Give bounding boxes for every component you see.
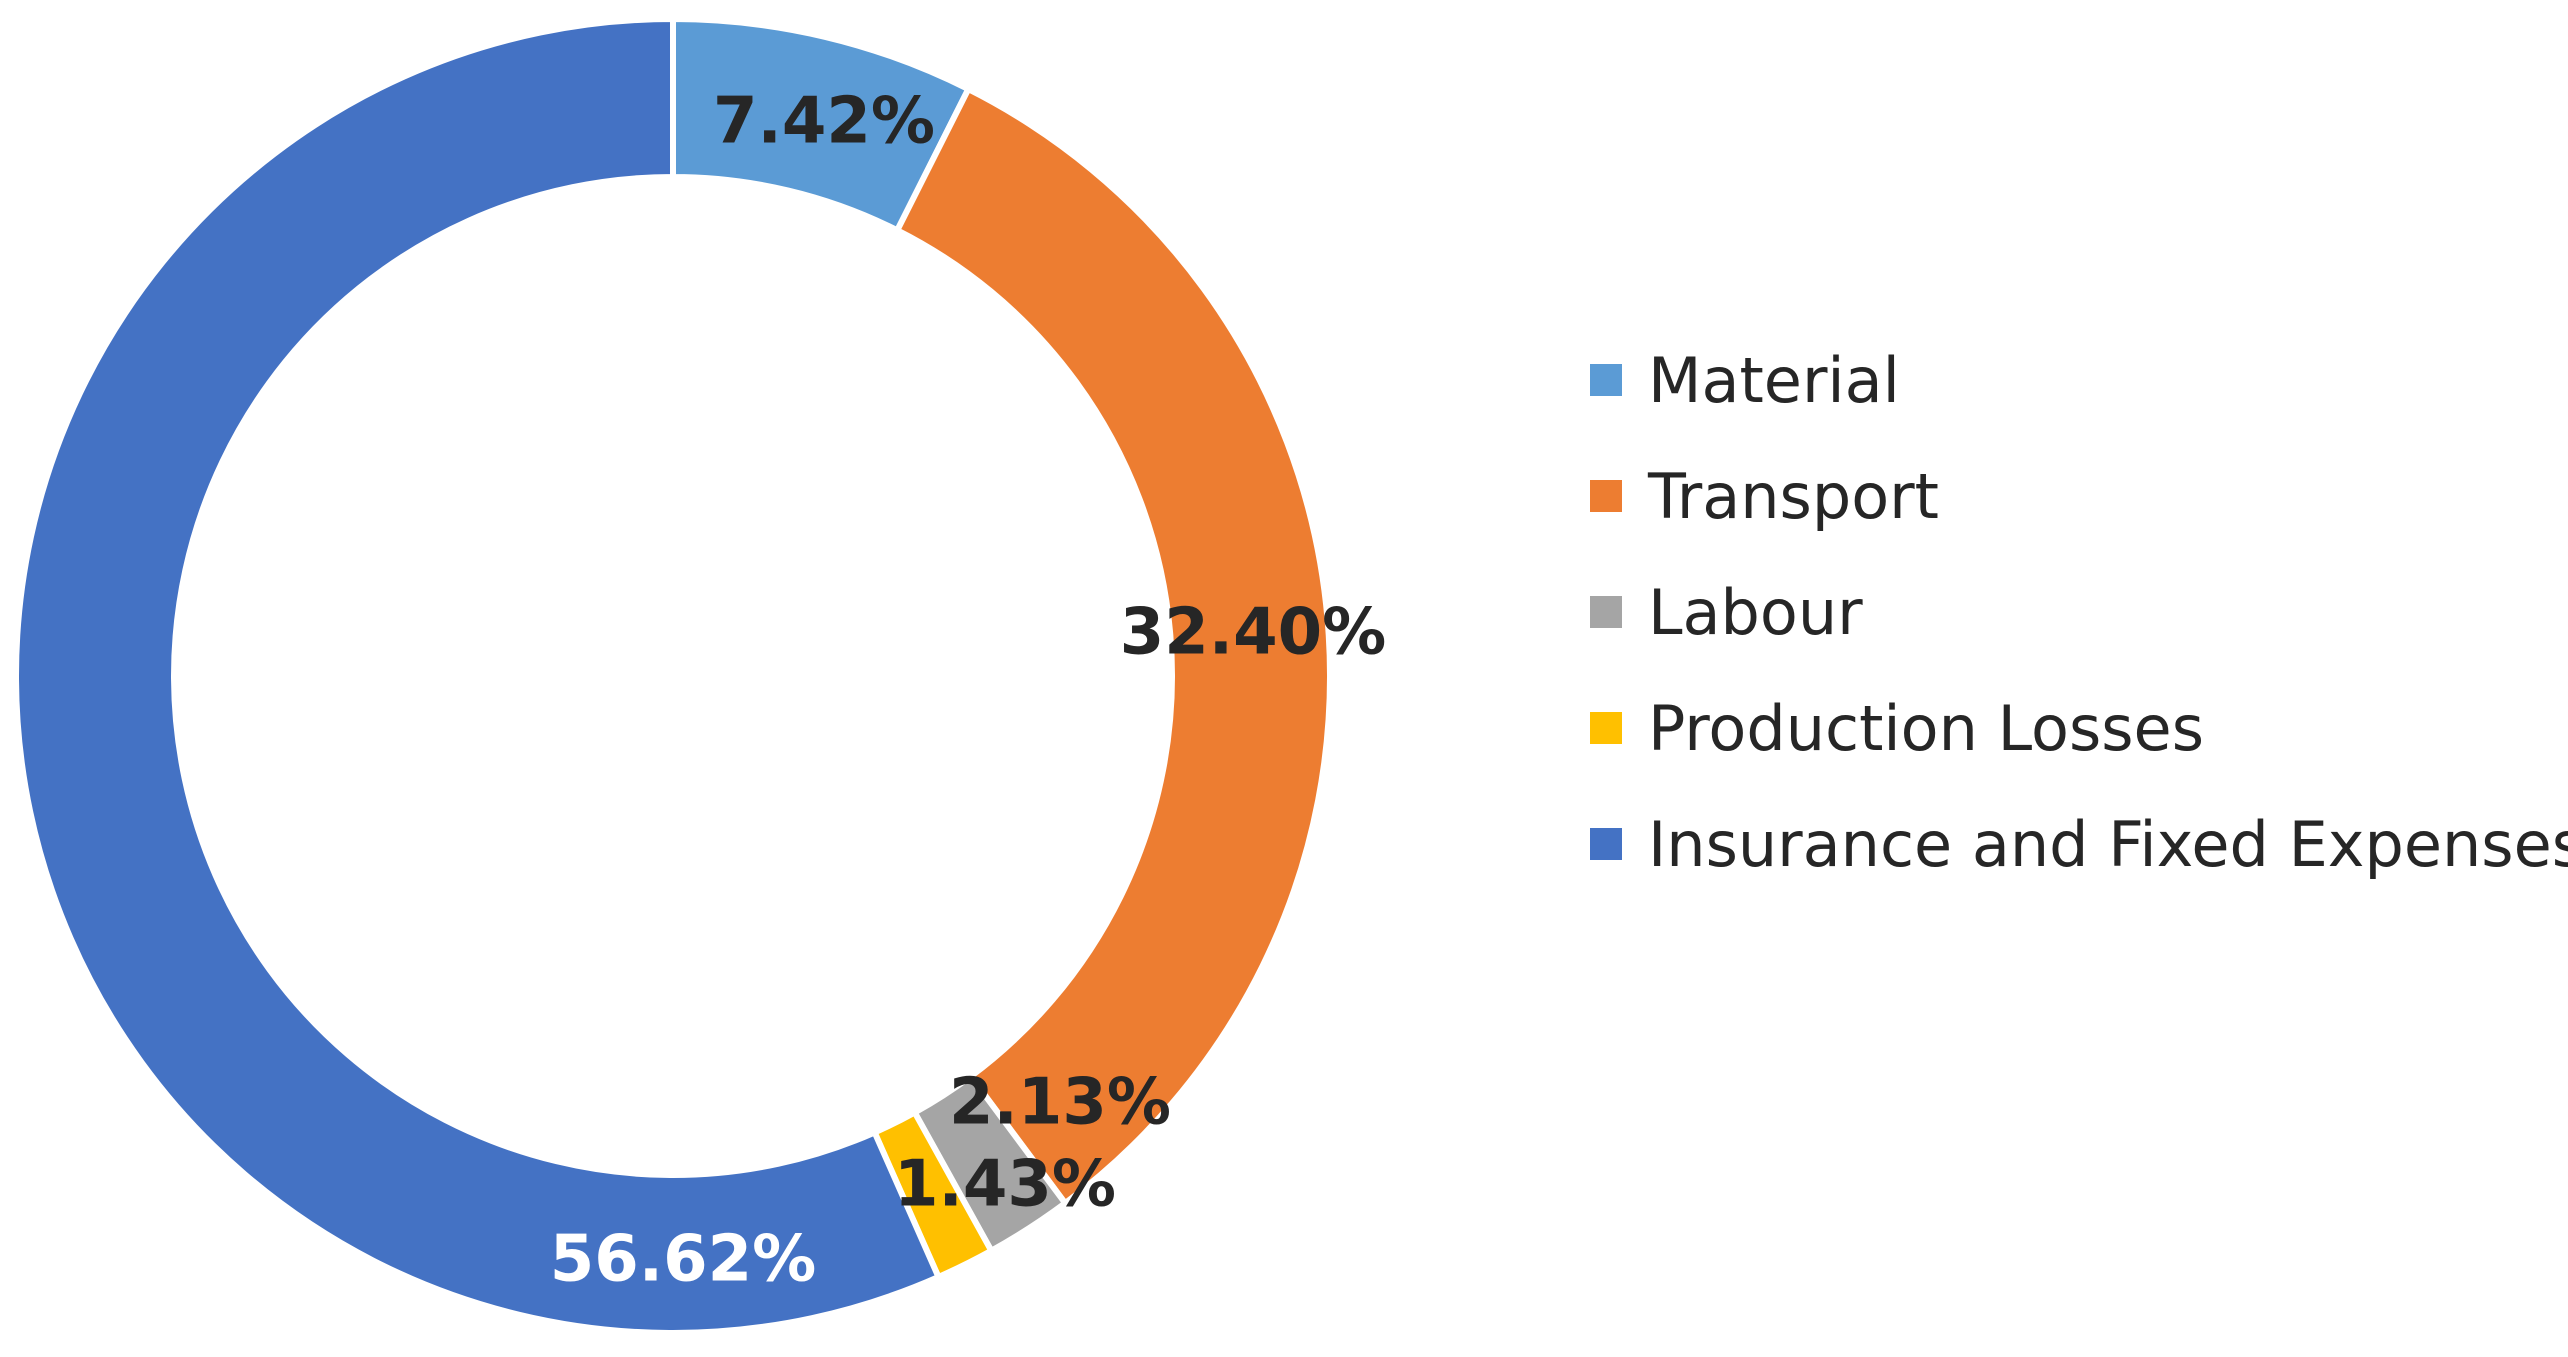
legend-item-material: Material	[1590, 322, 2568, 438]
legend-swatch-transport	[1590, 480, 1622, 512]
legend-item-insurance-fixed-expenses: Insurance and Fixed Expenses	[1590, 786, 2568, 902]
legend-item-labour: Labour	[1590, 554, 2568, 670]
slice-transport	[894, 86, 1333, 1207]
legend: Material Transport Labour Production Los…	[1590, 322, 2568, 902]
legend-label-labour: Labour	[1648, 575, 1863, 649]
legend-label-insurance-fixed-expenses: Insurance and Fixed Expenses	[1648, 807, 2568, 881]
slice-insurance-and-fixed-expenses	[13, 16, 942, 1336]
legend-label-production-losses: Production Losses	[1648, 691, 2205, 765]
data-labels: 7.42% 32.40% 2.13% 1.43% 56.62%	[550, 85, 1387, 1297]
data-label-transport: 32.40%	[1120, 596, 1387, 670]
data-label-material: 7.42%	[713, 85, 935, 159]
legend-label-transport: Transport	[1648, 459, 1939, 533]
legend-label-material: Material	[1648, 343, 1900, 417]
legend-swatch-material	[1590, 364, 1622, 396]
data-label-production-losses: 1.43%	[894, 1148, 1116, 1222]
data-label-insurance-and-fixed-expenses: 56.62%	[550, 1223, 817, 1297]
donut-slices	[13, 16, 1333, 1336]
legend-swatch-insurance-fixed-expenses	[1590, 828, 1622, 860]
legend-swatch-production-losses	[1590, 712, 1622, 744]
legend-item-transport: Transport	[1590, 438, 2568, 554]
legend-item-production-losses: Production Losses	[1590, 670, 2568, 786]
data-label-labour: 2.13%	[949, 1066, 1171, 1140]
legend-swatch-labour	[1590, 596, 1622, 628]
